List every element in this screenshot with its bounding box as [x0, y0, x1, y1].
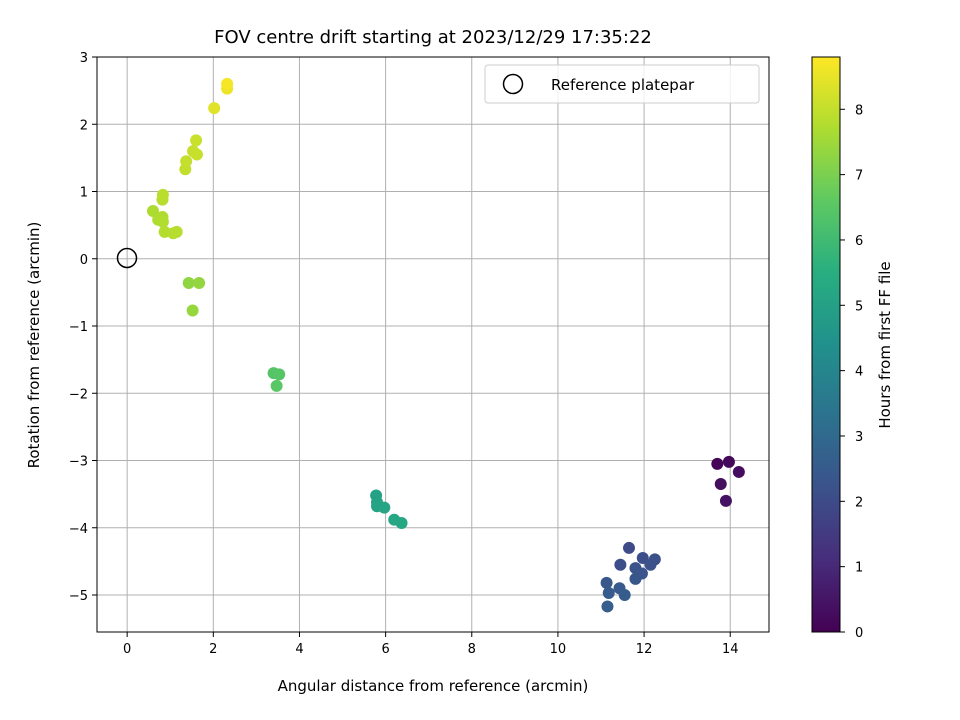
y-axis-title: Rotation from reference (arcmin) [25, 222, 43, 469]
data-point [714, 478, 727, 491]
data-point [180, 155, 193, 168]
colorbar-gradient [811, 56, 841, 633]
data-point [644, 558, 657, 571]
y-tick-label: 1 [80, 186, 88, 201]
y-tick-label: −5 [69, 589, 88, 604]
data-point [270, 379, 283, 392]
y-tick-label: 0 [80, 253, 88, 268]
colorbar-tick-label: 5 [855, 299, 863, 314]
x-tick-label: 2 [209, 642, 217, 657]
legend-box [484, 64, 760, 104]
data-point [156, 215, 169, 228]
y-tick-label: −4 [69, 522, 88, 537]
colorbar: 0 1 2 3 4 5 6 7 8 Hours from first FF file [811, 56, 894, 641]
data-point [623, 541, 635, 554]
data-point [182, 276, 195, 289]
data-point [732, 465, 745, 478]
x-tick-label: 14 [722, 642, 739, 657]
chart-title: FOV centre drift starting at 2023/12/29 … [214, 27, 652, 48]
data-point [170, 225, 183, 238]
y-tick-label: 3 [80, 51, 88, 66]
reference-platepar-marker [116, 247, 138, 269]
y-axis-ticks: −5 −4 −3 −2 −1 0 1 2 3 [69, 51, 97, 604]
data-point [186, 304, 199, 317]
colorbar-ticks: 0 1 2 3 4 5 6 7 8 [840, 103, 863, 641]
data-point [719, 494, 732, 507]
data-point [190, 148, 203, 161]
data-point [636, 552, 649, 565]
x-tick-label: 4 [295, 642, 303, 657]
x-axis-ticks: 0 2 4 6 8 10 12 14 [123, 632, 739, 657]
data-point [193, 276, 206, 289]
data-point [602, 586, 615, 599]
colorbar-tick-label: 7 [855, 169, 863, 184]
colorbar-tick-label: 0 [855, 626, 863, 641]
legend: Reference platepar [484, 64, 760, 104]
data-point [221, 77, 234, 90]
y-tick-label: 2 [80, 118, 88, 133]
data-point [600, 576, 613, 589]
data-point [618, 589, 631, 602]
data-point [395, 517, 408, 530]
data-point [614, 558, 627, 571]
colorbar-tick-label: 6 [855, 234, 863, 249]
data-point [601, 600, 614, 613]
data-point [711, 457, 724, 470]
data-point [156, 188, 169, 201]
data-points [147, 77, 745, 613]
legend-entry-reference-platepar: Reference platepar [551, 76, 695, 94]
colorbar-label: Hours from first FF file [876, 261, 894, 428]
x-tick-label: 6 [381, 642, 389, 657]
colorbar-tick-label: 2 [855, 495, 863, 510]
colorbar-tick-label: 1 [855, 561, 863, 576]
y-tick-label: −2 [69, 387, 88, 402]
plot-frame [96, 56, 770, 633]
data-point [147, 205, 159, 218]
x-axis-title: Angular distance from reference (arcmin) [278, 677, 589, 695]
legend-marker-icon [502, 73, 524, 95]
x-tick-label: 8 [468, 642, 476, 657]
colorbar-tick-label: 4 [855, 365, 863, 380]
x-tick-label: 0 [123, 642, 131, 657]
data-point [190, 134, 203, 147]
data-point [629, 572, 642, 585]
y-tick-label: −1 [69, 320, 88, 335]
data-point [208, 102, 221, 115]
data-point [378, 501, 391, 514]
colorbar-tick-label: 3 [855, 430, 863, 445]
data-point [722, 455, 735, 468]
data-point [273, 368, 286, 381]
x-tick-label: 10 [550, 642, 567, 657]
x-tick-label: 12 [636, 642, 653, 657]
y-tick-label: −3 [69, 455, 88, 470]
colorbar-tick-label: 8 [855, 103, 863, 118]
